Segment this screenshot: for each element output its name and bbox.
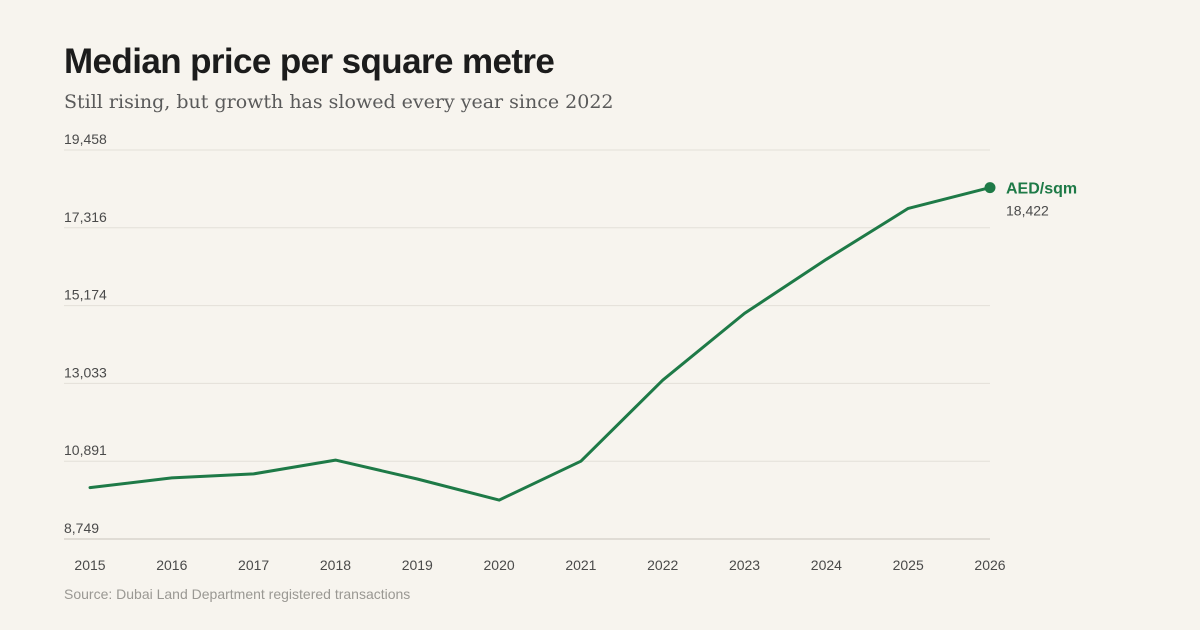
- y-tick-label: 15,174: [64, 287, 107, 303]
- y-tick-label: 10,891: [64, 442, 107, 458]
- chart-title: Median price per square metre: [64, 42, 555, 81]
- x-tick-label: 2026: [974, 557, 1005, 573]
- gridlines: [64, 149, 990, 540]
- chart-subtitle: Still rising, but growth has slowed ever…: [64, 91, 614, 113]
- x-tick-label: 2021: [565, 557, 596, 573]
- x-tick-label: 2020: [484, 557, 515, 573]
- x-tick-label: 2017: [238, 557, 269, 573]
- x-tick-label: 2023: [729, 557, 760, 573]
- series-line: [88, 186, 992, 502]
- y-tick-label: 19,458: [64, 131, 107, 147]
- y-axis-ticks: 8,749 10,891 13,033 15,174 17,316 19,458: [64, 131, 107, 536]
- x-axis-ticks: 2015 2016 2017 2018 2019 2020 2021 2022 2023 2024…: [74, 557, 1005, 573]
- series-layer: AED/sqm 18,422: [88, 181, 1077, 502]
- x-tick-label: 2019: [402, 557, 433, 573]
- x-tick-label: 2022: [647, 557, 678, 573]
- x-tick-label: 2016: [156, 557, 187, 573]
- end-value-label: 18,422: [1006, 203, 1049, 219]
- y-tick-label: 17,316: [64, 209, 107, 225]
- x-tick-label: 2025: [893, 557, 924, 573]
- y-tick-label: 13,033: [64, 364, 107, 380]
- x-tick-label: 2018: [320, 557, 351, 573]
- series-name-label: AED/sqm: [1006, 181, 1077, 198]
- source-note: Source: Dubai Land Department registered…: [64, 586, 411, 602]
- x-tick-label: 2015: [74, 557, 105, 573]
- y-tick-label: 8,749: [64, 520, 99, 536]
- end-point-marker: [984, 182, 996, 194]
- x-tick-label: 2024: [811, 557, 842, 573]
